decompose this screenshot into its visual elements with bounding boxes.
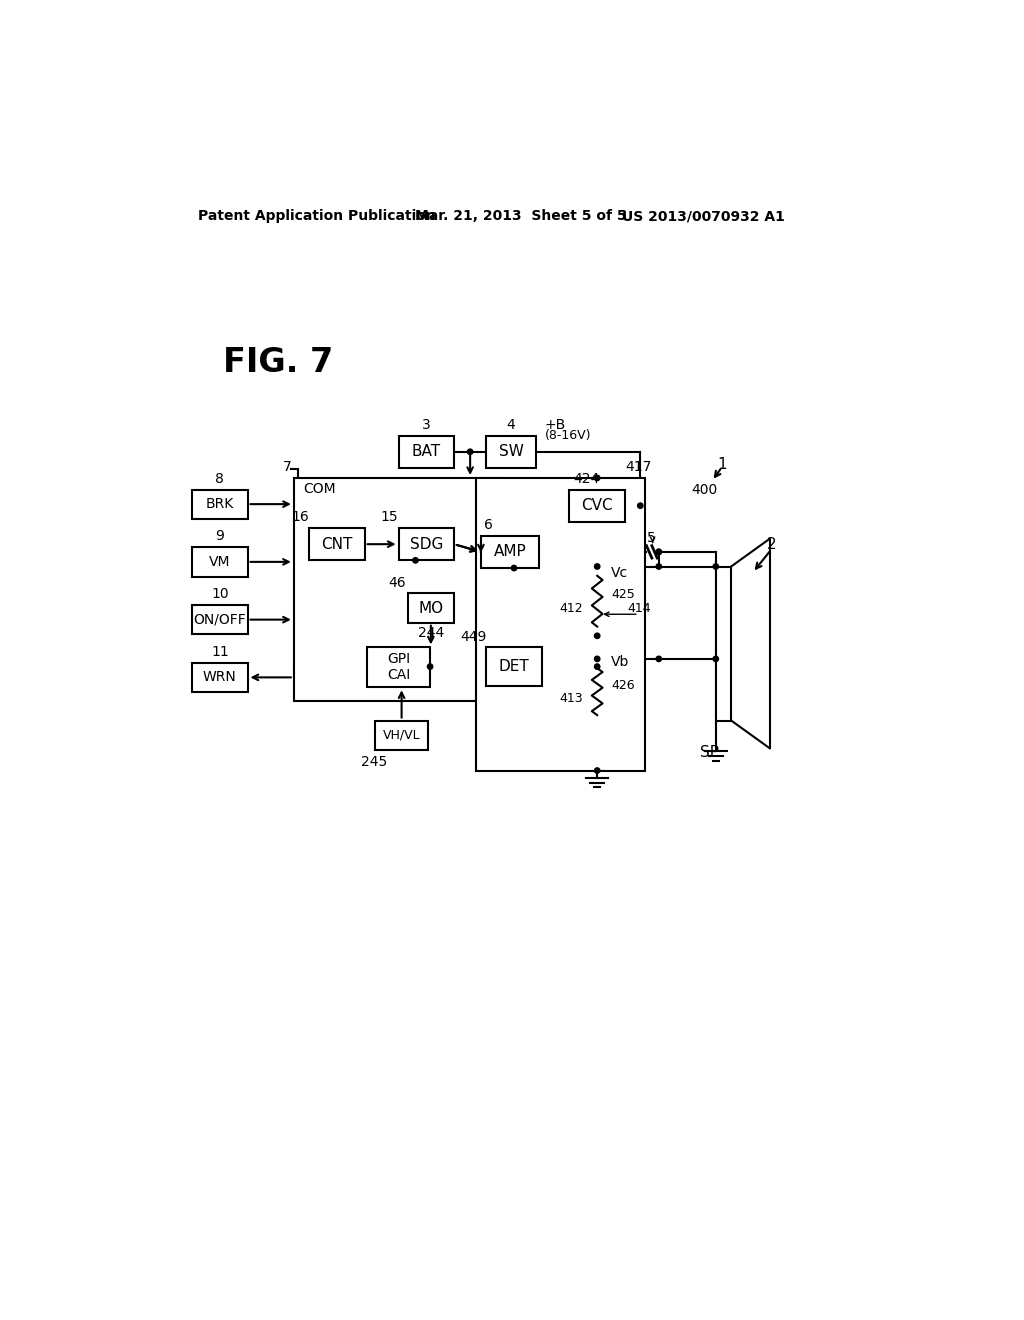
Text: 15: 15 xyxy=(381,511,398,524)
Bar xyxy=(475,478,645,771)
Text: 9: 9 xyxy=(215,529,224,544)
Bar xyxy=(367,647,430,688)
Text: BAT: BAT xyxy=(412,445,440,459)
Text: Vb: Vb xyxy=(611,655,630,669)
Text: 414: 414 xyxy=(627,602,650,615)
Circle shape xyxy=(595,564,600,569)
Text: WRN: WRN xyxy=(203,671,237,684)
Bar xyxy=(398,528,454,560)
Circle shape xyxy=(595,768,600,774)
Text: CVC: CVC xyxy=(582,498,613,513)
Text: Vc: Vc xyxy=(611,566,628,579)
Text: 412: 412 xyxy=(560,602,584,615)
Bar xyxy=(486,436,536,469)
Text: 2: 2 xyxy=(766,537,776,553)
Text: AMP: AMP xyxy=(494,544,526,560)
Circle shape xyxy=(467,449,473,454)
Circle shape xyxy=(511,565,517,570)
Text: GPI
CAI: GPI CAI xyxy=(387,652,411,682)
Bar xyxy=(486,647,542,686)
Bar xyxy=(376,721,428,750)
Circle shape xyxy=(595,656,600,661)
Text: 6: 6 xyxy=(484,517,493,532)
Circle shape xyxy=(713,564,719,569)
Text: (8-16V): (8-16V) xyxy=(545,429,591,442)
Bar xyxy=(193,663,248,692)
Text: 11: 11 xyxy=(211,645,228,659)
Text: MO: MO xyxy=(418,601,443,615)
Text: 8: 8 xyxy=(215,471,224,486)
Text: SP: SP xyxy=(700,746,719,760)
Text: BRK: BRK xyxy=(206,498,234,511)
Text: 449: 449 xyxy=(461,630,487,644)
Circle shape xyxy=(656,549,662,554)
Bar xyxy=(309,528,365,560)
Bar xyxy=(716,566,731,721)
Text: 424: 424 xyxy=(573,471,599,486)
Text: Patent Application Publication: Patent Application Publication xyxy=(199,209,436,223)
Text: 244: 244 xyxy=(418,627,444,640)
Text: US 2013/0070932 A1: US 2013/0070932 A1 xyxy=(622,209,784,223)
Text: 7: 7 xyxy=(284,461,292,474)
Circle shape xyxy=(656,656,662,661)
Text: VH/VL: VH/VL xyxy=(383,729,421,742)
Circle shape xyxy=(713,656,719,661)
Text: +B: +B xyxy=(545,418,566,432)
Text: 5: 5 xyxy=(647,531,655,545)
Text: VM: VM xyxy=(209,554,230,569)
Bar xyxy=(193,605,248,635)
Bar xyxy=(193,548,248,577)
Circle shape xyxy=(656,549,662,554)
Text: ON/OFF: ON/OFF xyxy=(194,612,246,627)
Bar xyxy=(193,490,248,519)
Text: 400: 400 xyxy=(691,483,718,498)
Text: COM: COM xyxy=(303,482,336,496)
Circle shape xyxy=(595,634,600,639)
Text: DET: DET xyxy=(499,659,529,675)
Text: 10: 10 xyxy=(211,587,228,601)
Text: FIG. 7: FIG. 7 xyxy=(223,346,333,379)
Bar xyxy=(398,436,454,469)
Text: SDG: SDG xyxy=(410,537,443,552)
Text: 426: 426 xyxy=(611,678,635,692)
Circle shape xyxy=(638,503,643,508)
Bar xyxy=(569,490,625,521)
Text: 46: 46 xyxy=(388,576,406,590)
Text: 425: 425 xyxy=(611,589,635,602)
Bar xyxy=(408,594,454,623)
Bar xyxy=(294,478,500,701)
Text: 413: 413 xyxy=(560,693,584,705)
Text: 3: 3 xyxy=(422,418,431,432)
Circle shape xyxy=(656,564,662,569)
Text: SW: SW xyxy=(499,445,523,459)
Bar xyxy=(481,536,540,568)
Text: 4: 4 xyxy=(507,418,515,432)
Text: 16: 16 xyxy=(291,511,309,524)
Text: CNT: CNT xyxy=(322,537,352,552)
Text: 417: 417 xyxy=(626,461,652,474)
Circle shape xyxy=(595,475,600,480)
Text: 245: 245 xyxy=(360,755,387,770)
Text: Mar. 21, 2013  Sheet 5 of 5: Mar. 21, 2013 Sheet 5 of 5 xyxy=(416,209,627,223)
Circle shape xyxy=(595,664,600,669)
Circle shape xyxy=(413,557,418,564)
Circle shape xyxy=(427,664,433,669)
Text: 1: 1 xyxy=(717,457,727,471)
